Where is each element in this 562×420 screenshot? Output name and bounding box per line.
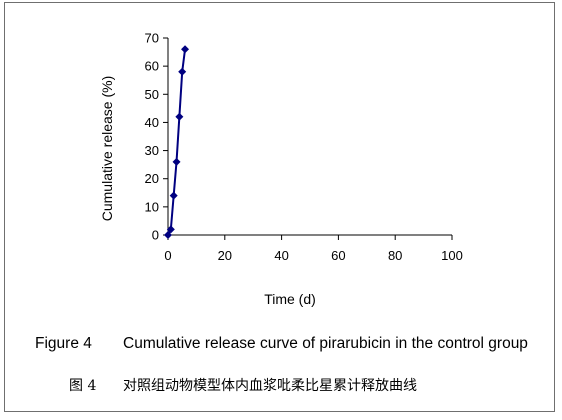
figure-number-english: Figure 4	[35, 335, 92, 352]
y-tick-label: 40	[145, 115, 159, 130]
data-point-marker	[178, 67, 187, 76]
figure-caption-english: Figure 4 Cumulative release curve of pira…	[35, 335, 560, 353]
x-tick-label: 60	[331, 248, 345, 263]
y-tick-label: 70	[145, 31, 159, 46]
x-tick-label: 40	[274, 248, 288, 263]
data-point-marker	[164, 231, 172, 239]
y-axis-title: Cumulative release (%)	[99, 76, 115, 222]
x-axis: 0 20 40 60 80 100	[164, 234, 463, 263]
x-tick-label: 0	[164, 248, 171, 263]
release-chart: 0 10 20 30 40 50 60 70 0 20 40 60 80 100 Cumulative …	[99, 31, 463, 308]
series-line	[167, 49, 187, 236]
y-tick-label: 0	[152, 228, 159, 243]
figure-caption-text-chinese: 对照组动物模型体内血浆吡柔比星累计释放曲线	[123, 378, 417, 394]
figure-frame: 0 10 20 30 40 50 60 70 0 20 40 60 80 100 Cumulative …	[4, 2, 555, 412]
x-tick-label: 100	[441, 248, 463, 263]
y-tick-label: 20	[145, 171, 159, 186]
data-point-marker	[175, 112, 184, 121]
x-tick-label: 20	[218, 248, 232, 263]
y-tick-label: 10	[145, 199, 159, 214]
figure-number-chinese: 图 4	[69, 378, 97, 394]
y-tick-label: 30	[145, 143, 159, 158]
data-point-marker	[181, 45, 190, 54]
series-group	[164, 45, 190, 239]
data-point-marker	[169, 191, 178, 200]
y-tick-label: 60	[145, 59, 159, 74]
y-axis: 0 10 20 30 40 50 60 70	[145, 31, 169, 243]
data-point-marker	[172, 157, 181, 166]
x-axis-title: Time (d)	[264, 291, 316, 307]
y-tick-label: 50	[145, 87, 159, 102]
figure-caption-text-english: Cumulative release curve of pirarubicin …	[123, 335, 528, 352]
data-point-marker	[166, 225, 175, 234]
figure-caption-chinese: 图 4 对照组动物模型体内血浆吡柔比星累计释放曲线	[69, 375, 417, 395]
x-tick-label: 80	[388, 248, 402, 263]
